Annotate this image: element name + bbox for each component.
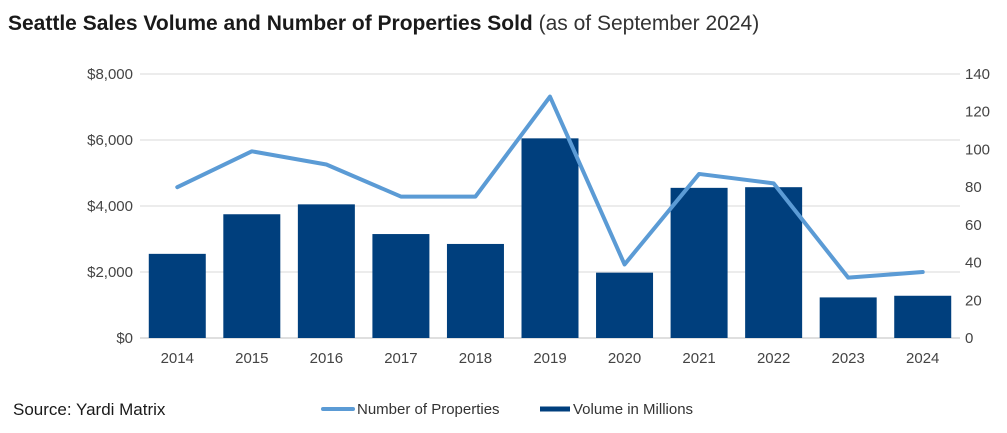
x-tick-label: 2014 [161, 350, 194, 367]
bar-2015 [223, 214, 281, 338]
bar-2022 [745, 187, 803, 338]
bar-2021 [670, 187, 728, 338]
left-tick-label: $6,000 [87, 132, 133, 149]
source-note: Source: Yardi Matrix [13, 400, 166, 419]
x-tick-label: 2019 [533, 350, 566, 367]
left-tick-label: $8,000 [87, 66, 133, 83]
right-tick-label: 80 [965, 179, 982, 196]
right-y-axis: 0 20 40 60 80 100 120 140 [965, 66, 990, 347]
left-tick-label: $0 [116, 330, 133, 347]
chart-title: Seattle Sales Volume and Number of Prope… [8, 12, 759, 36]
bar-2017 [372, 234, 430, 338]
x-tick-label: 2024 [906, 350, 939, 367]
right-tick-label: 120 [965, 104, 990, 121]
x-tick-label: 2020 [608, 350, 641, 367]
x-tick-label: 2015 [235, 350, 268, 367]
right-tick-label: 0 [965, 330, 973, 347]
right-tick-label: 20 [965, 292, 982, 309]
x-tick-label: 2023 [831, 350, 864, 367]
right-tick-label: 140 [965, 66, 990, 83]
bar-2024 [894, 295, 952, 338]
left-tick-label: $4,000 [87, 198, 133, 215]
x-tick-label: 2022 [757, 350, 790, 367]
right-tick-label: 100 [965, 141, 990, 158]
right-tick-label: 60 [965, 217, 982, 234]
chart-title-subtitle: (as of September 2024) [538, 12, 760, 35]
x-tick-label: 2021 [682, 350, 715, 367]
bar-2020 [596, 272, 654, 338]
legend-label-properties: Number of Properties [357, 401, 500, 418]
chart-title-main: Seattle Sales Volume and Number of Prope… [8, 12, 533, 35]
x-tick-label: 2017 [384, 350, 417, 367]
left-tick-label: $2,000 [87, 264, 133, 281]
bar-2018 [446, 243, 504, 338]
bar-2016 [297, 204, 355, 338]
bar-2023 [819, 297, 877, 338]
x-axis: 2014 2015 2016 2017 2018 2019 2020 2021 2022 2023… [161, 350, 940, 367]
legend: Number of Properties Volume in Millions [321, 401, 693, 418]
volume-bars [148, 138, 952, 338]
bar-2019 [521, 138, 579, 338]
properties-line [175, 94, 925, 280]
left-y-axis: $0 $2,000 $4,000 $6,000 $8,000 [87, 66, 133, 347]
x-tick-label: 2018 [459, 350, 492, 367]
bar-2014 [148, 253, 206, 338]
right-tick-label: 40 [965, 255, 982, 272]
legend-label-volume: Volume in Millions [573, 401, 693, 418]
x-tick-label: 2016 [310, 350, 343, 367]
